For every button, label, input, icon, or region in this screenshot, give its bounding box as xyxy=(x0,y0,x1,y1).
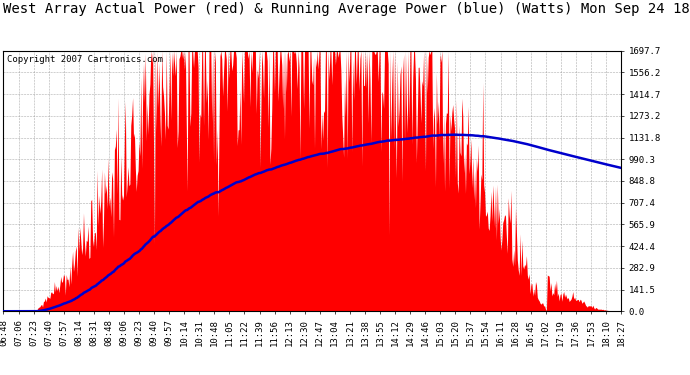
Text: West Array Actual Power (red) & Running Average Power (blue) (Watts) Mon Sep 24 : West Array Actual Power (red) & Running … xyxy=(3,2,690,16)
Text: Copyright 2007 Cartronics.com: Copyright 2007 Cartronics.com xyxy=(6,54,162,63)
